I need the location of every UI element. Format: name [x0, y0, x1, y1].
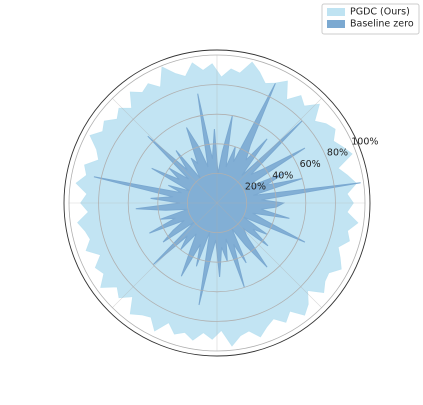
r-tick-label: 80% — [327, 148, 348, 159]
legend-swatch — [327, 20, 345, 28]
legend-swatch — [327, 8, 345, 16]
spoke — [216, 202, 322, 308]
spoke — [112, 98, 218, 204]
legend-label: PGDC (Ours) — [350, 7, 410, 18]
r-tick-label: 20% — [245, 182, 266, 193]
legend-box — [321, 3, 420, 35]
r-tick-label: 40% — [272, 170, 293, 181]
r-tick-label: 60% — [300, 159, 321, 170]
legend-label: Baseline zero — [350, 19, 414, 30]
spoke — [216, 98, 322, 204]
spoke — [112, 202, 218, 308]
r-tick-label: 100% — [351, 136, 378, 147]
outer-circle — [63, 49, 371, 357]
